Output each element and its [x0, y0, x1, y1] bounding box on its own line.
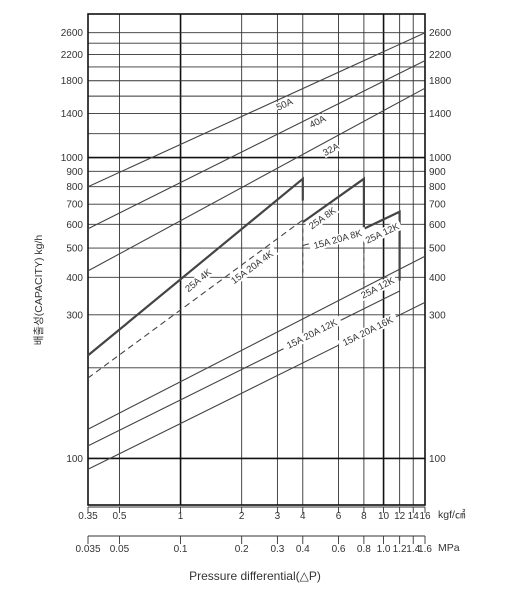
series-label-bg	[181, 265, 215, 296]
y-tick-label-right: 600	[429, 220, 446, 231]
series-line-4	[87, 176, 304, 357]
y-tick-label-right: 900	[429, 167, 446, 178]
series-label: 15A 20A 4K	[229, 248, 276, 287]
x-tick-label-kgf: 16	[419, 511, 431, 522]
y-tick-label-left: 600	[66, 220, 83, 231]
axes: 0.35 0.035 0.5 0.05 1 0.1 2 0.2 3 0.3 4 0.4 6 0.6 8 0.8…	[61, 28, 452, 555]
x-tick-label-kgf: 0.35	[78, 511, 98, 522]
series-line-6	[302, 176, 365, 234]
series-label-group: 25A 4K	[181, 265, 215, 296]
x-tick-label-kgf: 3	[275, 511, 281, 522]
series-label: 50A	[275, 96, 296, 113]
series-label: 40A	[308, 113, 329, 131]
series-label-group: 15A 20A 4K	[225, 246, 279, 289]
y-tick-label-left: 500	[66, 244, 83, 255]
x-axis-title: Pressure differential(△P)	[189, 569, 321, 583]
series-label-bg	[274, 96, 295, 113]
x-tick-label-kgf: 12	[394, 511, 406, 522]
y-tick-label-left: 1800	[61, 76, 84, 87]
series-label: 15A 20A 12K	[285, 317, 340, 352]
x-tick-label-mpa: 0.3	[270, 544, 284, 555]
y-tick-label-left: 2200	[61, 50, 84, 61]
x-tick-label-mpa: 0.6	[332, 544, 346, 555]
series-label: 15A 20A 16K	[341, 314, 396, 348]
x-tick-label-mpa: 0.8	[357, 544, 371, 555]
y-tick-label-right: 1000	[429, 153, 452, 164]
y-tick-label-right: 100	[429, 454, 446, 465]
x-unit-mpa: MPa	[438, 542, 460, 554]
x-tick-label-kgf: 10	[378, 511, 390, 522]
y-tick-label-right: 2200	[429, 50, 452, 61]
x-tick-label-mpa: 1.0	[377, 544, 391, 555]
y-axis-title: 배출성(CAPACITY) kg/h	[33, 235, 45, 346]
series-label-bg	[308, 226, 367, 253]
y-tick-label-right: 300	[429, 310, 446, 321]
series-label: 25A 4K	[183, 266, 214, 294]
y-tick-label-right: 500	[429, 244, 446, 255]
series-label-bg	[281, 315, 343, 353]
x-tick-label-kgf: 0.5	[112, 511, 126, 522]
series-label-bg	[307, 113, 328, 131]
y-tick-label-left: 1400	[61, 109, 84, 120]
y-tick-label-left: 300	[66, 310, 83, 321]
y-tick-label-right: 800	[429, 182, 446, 193]
y-tick-label-right: 1800	[429, 76, 452, 87]
y-tick-label-right: 1400	[429, 109, 452, 120]
x-tick-label-mpa: 0.1	[174, 544, 188, 555]
series-label-group: 15A 20A 8K	[308, 226, 367, 253]
series-line-10	[87, 255, 426, 430]
y-tick-label-right: 700	[429, 200, 446, 211]
plot-frame	[87, 13, 426, 506]
x-tick-label-mpa: 0.2	[235, 544, 249, 555]
y-tick-label-left: 100	[66, 454, 83, 465]
series-label-bg	[305, 204, 340, 233]
series-label-bg	[357, 274, 398, 302]
series-line-1	[87, 32, 426, 188]
capacity-curves	[87, 32, 426, 470]
x-tick-label-mpa: 1.6	[418, 544, 432, 555]
x-tick-label-kgf: 6	[336, 511, 342, 522]
grid	[87, 13, 426, 506]
series-label-bg	[225, 246, 279, 289]
x-tick-label-kgf: 2	[239, 511, 245, 522]
y-tick-label-left: 900	[66, 167, 83, 178]
x-tick-label-kgf: 14	[408, 511, 420, 522]
y-tick-label-left: 700	[66, 200, 83, 211]
y-tick-label-left: 1000	[61, 153, 84, 164]
series-label-group: 15A 20A 16K	[337, 312, 399, 350]
y-tick-label-right: 2600	[429, 28, 452, 39]
x-tick-label-mpa: 0.035	[75, 544, 100, 555]
series-line-3	[87, 87, 426, 272]
series-line-2	[87, 60, 426, 230]
series-line-8	[363, 210, 401, 281]
x-tick-label-kgf: 1	[178, 511, 184, 522]
x-tick-label-kgf: 4	[300, 511, 306, 522]
y-tick-label-left: 2600	[61, 28, 84, 39]
series-label-bg	[320, 141, 342, 159]
series-label-group: 40A	[307, 113, 329, 131]
series-line-9	[87, 290, 400, 447]
y-tick-label-left: 400	[66, 273, 83, 284]
y-tick-label-left: 800	[66, 182, 83, 193]
x-unit-kgf: kgf/㎠	[438, 509, 466, 521]
series-label: 25A 12K	[359, 275, 397, 302]
x-tick-label-mpa: 1.4	[406, 544, 420, 555]
x-tick-label-mpa: 0.4	[296, 544, 310, 555]
series-label-bg	[337, 312, 399, 350]
x-tick-label-kgf: 8	[361, 511, 367, 522]
series-line-5	[87, 219, 304, 379]
x-tick-label-mpa: 1.2	[393, 544, 407, 555]
x-tick-label-mpa: 0.05	[110, 544, 130, 555]
y-tick-label-right: 400	[429, 273, 446, 284]
series-label-bg	[361, 220, 403, 247]
